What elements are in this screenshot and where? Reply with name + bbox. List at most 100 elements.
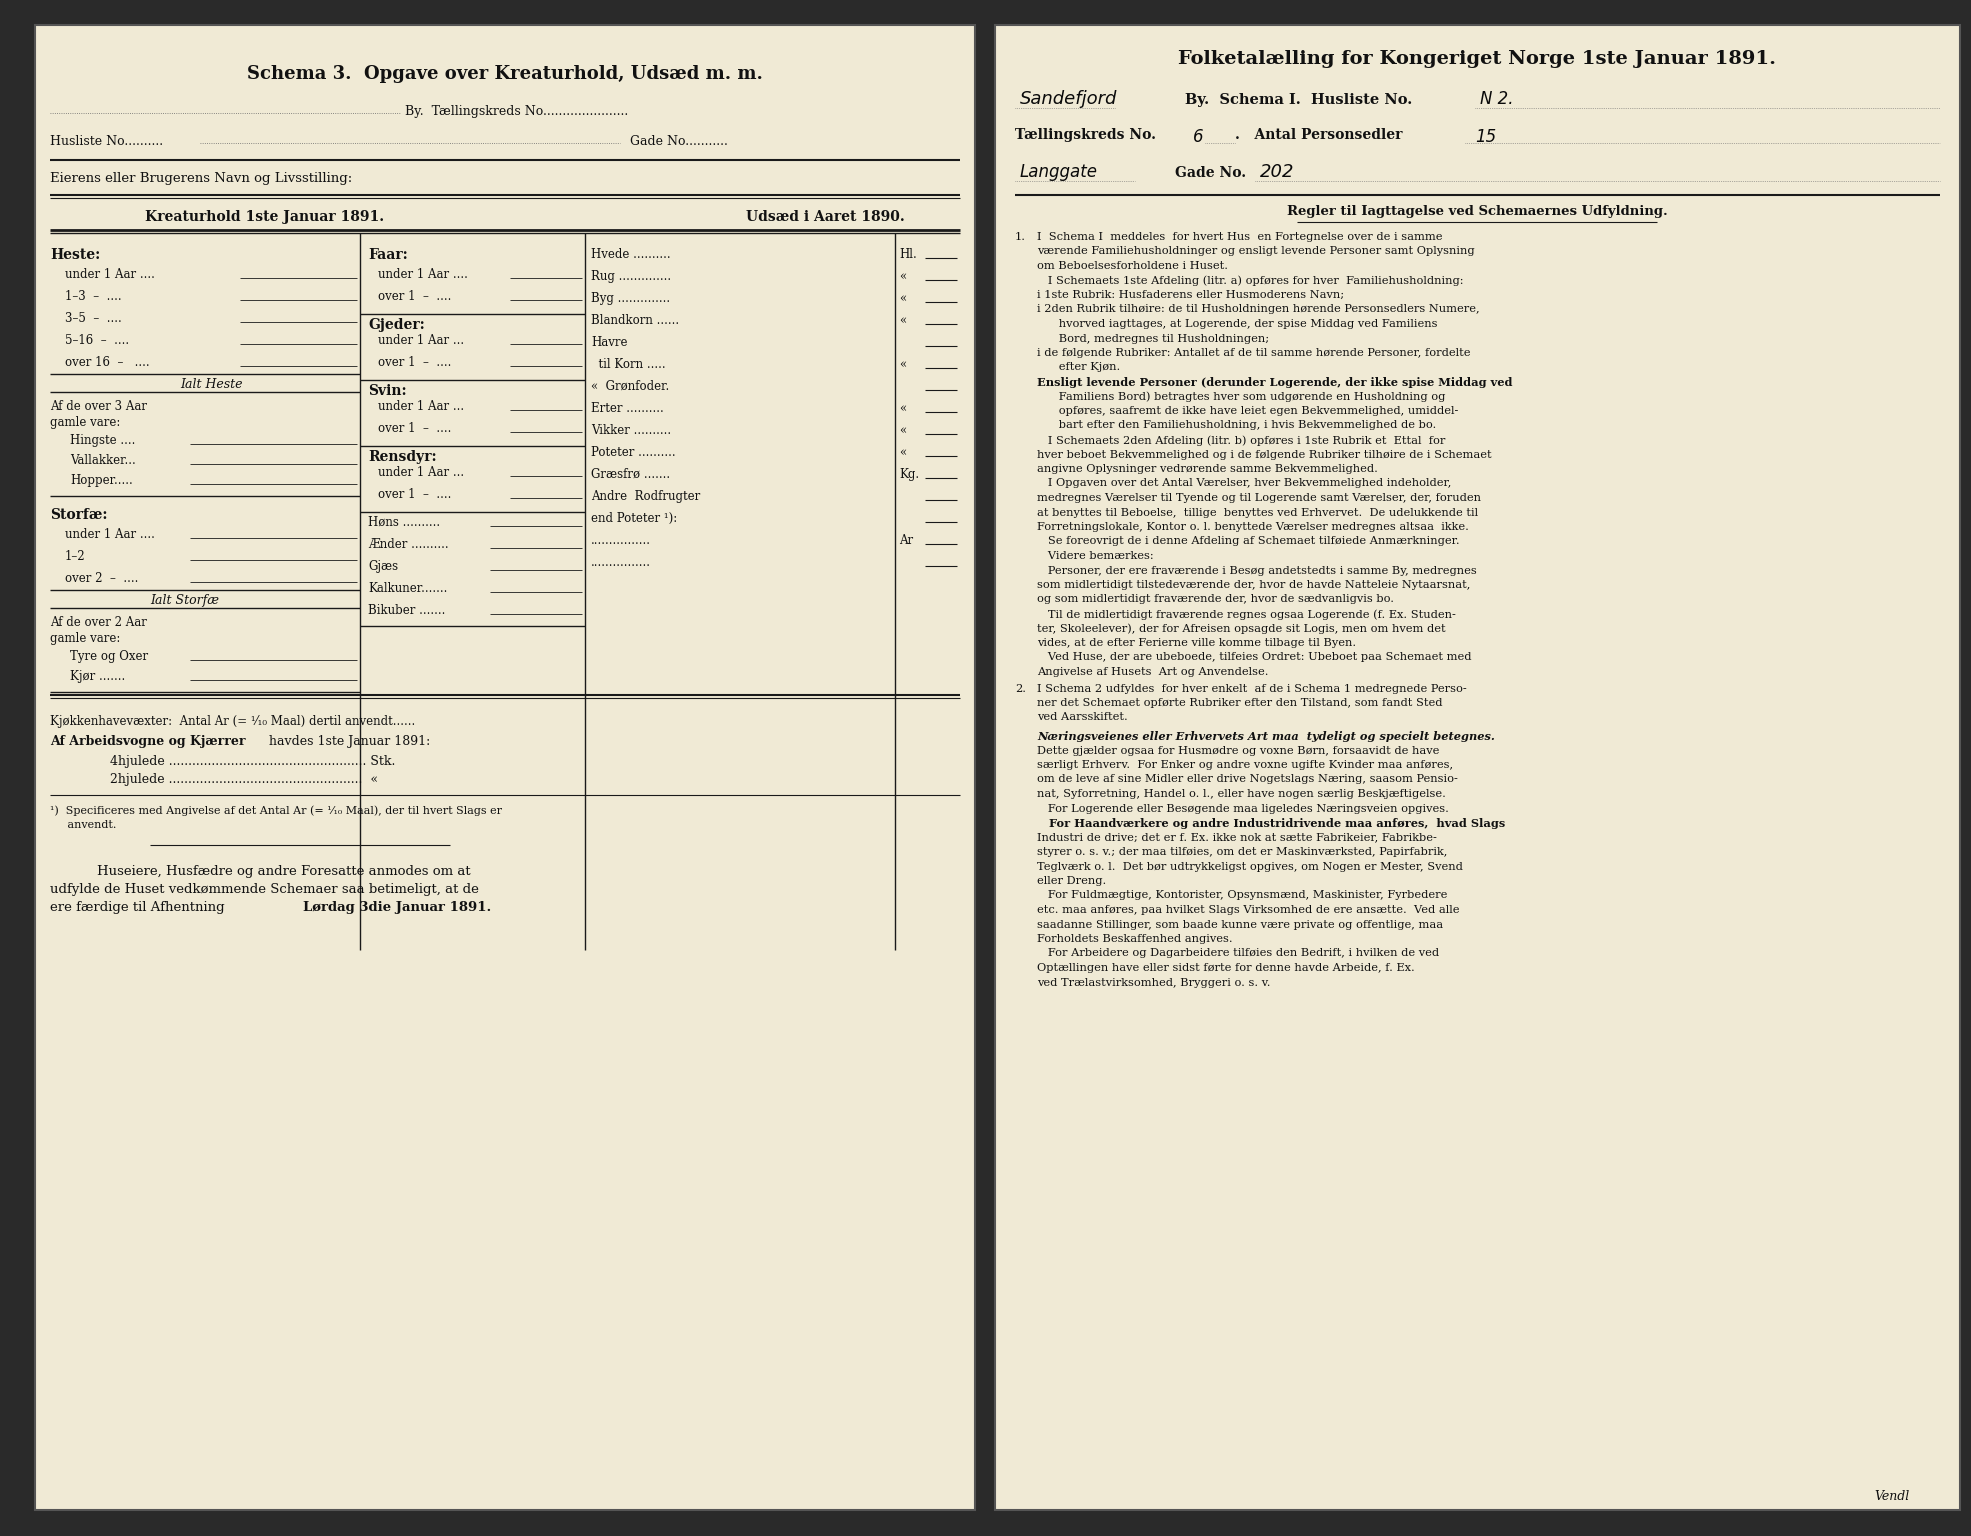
- Text: Teglværk o. l.  Det bør udtrykkeligst opgives, om Nogen er Mester, Svend: Teglværk o. l. Det bør udtrykkeligst opg…: [1037, 862, 1462, 871]
- Text: over 1  –  ....: over 1 – ....: [378, 356, 451, 369]
- Text: Udsæd i Aaret 1890.: Udsæd i Aaret 1890.: [745, 210, 905, 224]
- Text: Hvede ..........: Hvede ..........: [591, 247, 670, 261]
- Text: N 2.: N 2.: [1480, 91, 1514, 108]
- Text: Af Arbeidsvogne og Kjærrer: Af Arbeidsvogne og Kjærrer: [49, 736, 246, 748]
- Text: Ved Huse, der are ubeboede, tilfeies Ordret: Ubeboet paa Schemaet med: Ved Huse, der are ubeboede, tilfeies Ord…: [1037, 653, 1472, 662]
- Text: Andre  Rodfrugter: Andre Rodfrugter: [591, 490, 700, 502]
- Text: om de leve af sine Midler eller drive Nogetslags Næring, saasom Pensio-: om de leve af sine Midler eller drive No…: [1037, 774, 1459, 785]
- Text: Angivelse af Husets  Art og Anvendelse.: Angivelse af Husets Art og Anvendelse.: [1037, 667, 1269, 677]
- Text: under 1 Aar ...: under 1 Aar ...: [378, 333, 463, 347]
- Text: under 1 Aar ...: under 1 Aar ...: [378, 465, 463, 479]
- Text: Af de over 3 Aar: Af de over 3 Aar: [49, 399, 148, 413]
- Text: Rug ..............: Rug ..............: [591, 270, 670, 283]
- Text: Se foreovrigt de i denne Afdeling af Schemaet tilføiede Anmærkninger.: Se foreovrigt de i denne Afdeling af Sch…: [1037, 536, 1461, 547]
- Text: Erter ..........: Erter ..........: [591, 402, 664, 415]
- Text: i 2den Rubrik tilhøire: de til Husholdningen hørende Personsedlers Numere,: i 2den Rubrik tilhøire: de til Husholdni…: [1037, 304, 1480, 315]
- Text: ter, Skoleelever), der for Afreisen opsagde sit Logis, men om hvem det: ter, Skoleelever), der for Afreisen opsa…: [1037, 624, 1445, 634]
- Text: I Schemaets 2den Afdeling (litr. b) opføres i 1ste Rubrik et  Ettal  for: I Schemaets 2den Afdeling (litr. b) opfø…: [1037, 435, 1445, 445]
- Text: at benyttes til Beboelse,  tillige  benyttes ved Erhvervet.  De udelukkende til: at benyttes til Beboelse, tillige benytt…: [1037, 507, 1478, 518]
- Text: Næringsveienes eller Erhvervets Art maa  tydeligt og specielt betegnes.: Næringsveienes eller Erhvervets Art maa …: [1037, 731, 1494, 742]
- Text: Langgate: Langgate: [1021, 163, 1098, 181]
- Text: «: «: [899, 292, 907, 306]
- Text: Vendl: Vendl: [1874, 1490, 1910, 1504]
- Text: under 1 Aar ....: under 1 Aar ....: [65, 528, 156, 541]
- Text: eller Dreng.: eller Dreng.: [1037, 876, 1106, 886]
- Text: Gade No...........: Gade No...........: [631, 135, 727, 147]
- Text: angivne Oplysninger vedrørende samme Bekvemmelighed.: angivne Oplysninger vedrørende samme Bek…: [1037, 464, 1378, 475]
- Text: til Korn .....: til Korn .....: [591, 358, 666, 372]
- Text: over 16  –   ....: over 16 – ....: [65, 356, 150, 369]
- Text: ¹)  Specificeres med Angivelse af det Antal Ar (= ¹⁄₁₀ Maal), der til hvert Slag: ¹) Specificeres med Angivelse af det Ant…: [49, 805, 503, 816]
- Text: «: «: [899, 445, 907, 459]
- Text: under 1 Aar ....: under 1 Aar ....: [65, 267, 156, 281]
- Text: og som midlertidigt fraværende der, hvor de sædvanligvis bo.: og som midlertidigt fraværende der, hvor…: [1037, 594, 1393, 605]
- Text: Huseiere, Husfædre og andre Foresatte anmodes om at: Huseiere, Husfædre og andre Foresatte an…: [81, 865, 471, 879]
- Text: Schema 3.  Opgave over Kreaturhold, Udsæd m. m.: Schema 3. Opgave over Kreaturhold, Udsæd…: [246, 65, 763, 83]
- Text: «: «: [899, 313, 907, 327]
- Text: Gade No.: Gade No.: [1175, 166, 1246, 180]
- Text: Husliste No..........: Husliste No..........: [49, 135, 164, 147]
- Text: Familiens Bord) betragtes hver som udgørende en Husholdning og: Familiens Bord) betragtes hver som udgør…: [1037, 392, 1445, 402]
- Text: Kalkuner.......: Kalkuner.......: [369, 582, 447, 594]
- Text: ................: ................: [591, 556, 650, 568]
- Text: Lørdag 3die Januar 1891.: Lørdag 3die Januar 1891.: [304, 902, 491, 914]
- Text: Kg.: Kg.: [899, 468, 918, 481]
- Text: Vallakker...: Vallakker...: [71, 455, 136, 467]
- Text: Poteter ..........: Poteter ..........: [591, 445, 676, 459]
- Text: over 1  –  ....: over 1 – ....: [378, 488, 451, 501]
- Text: særligt Erhverv.  For Enker og andre voxne ugifte Kvinder maa anføres,: særligt Erhverv. For Enker og andre voxn…: [1037, 760, 1453, 770]
- Text: etc. maa anføres, paa hvilket Slags Virksomhed de ere ansætte.  Ved alle: etc. maa anføres, paa hvilket Slags Virk…: [1037, 905, 1459, 915]
- Text: «  Grønfoder.: « Grønfoder.: [591, 379, 670, 393]
- Text: Til de midlertidigt fraværende regnes ogsaa Logerende (f. Ex. Studen-: Til de midlertidigt fraværende regnes og…: [1037, 608, 1457, 619]
- Text: By.  Tællingskreds No......................: By. Tællingskreds No....................…: [404, 104, 629, 118]
- Text: 2hjulede ..................................................  «: 2hjulede ...............................…: [110, 773, 378, 786]
- Text: .   Antal Personsedler: . Antal Personsedler: [1236, 127, 1403, 141]
- Text: Byg ..............: Byg ..............: [591, 292, 670, 306]
- Text: 202: 202: [1259, 163, 1295, 181]
- Text: anvendt.: anvendt.: [49, 820, 116, 829]
- Text: Folketalælling for Kongeriget Norge 1ste Januar 1891.: Folketalælling for Kongeriget Norge 1ste…: [1179, 51, 1776, 68]
- Text: Ar: Ar: [899, 535, 913, 547]
- Text: i de følgende Rubriker: Antallet af de til samme hørende Personer, fordelte: i de følgende Rubriker: Antallet af de t…: [1037, 349, 1470, 358]
- Text: 6: 6: [1192, 127, 1204, 146]
- Text: som midlertidigt tilstedeværende der, hvor de havde Natteleie Nytaarsnat,: som midlertidigt tilstedeværende der, hv…: [1037, 581, 1470, 590]
- Bar: [995, 25, 1959, 1510]
- Text: Tællingskreds No.: Tællingskreds No.: [1015, 127, 1157, 141]
- Text: 3–5  –  ....: 3–5 – ....: [65, 312, 122, 326]
- Text: For Arbeidere og Dagarbeidere tilføies den Bedrift, i hvilken de ved: For Arbeidere og Dagarbeidere tilføies d…: [1037, 949, 1439, 958]
- Text: styrer o. s. v.; der maa tilføies, om det er Maskinværksted, Papirfabrik,: styrer o. s. v.; der maa tilføies, om de…: [1037, 846, 1447, 857]
- Text: 2.: 2.: [1015, 684, 1027, 693]
- Text: ved Aarsskiftet.: ved Aarsskiftet.: [1037, 713, 1127, 722]
- Text: Bord, medregnes til Husholdningen;: Bord, medregnes til Husholdningen;: [1037, 333, 1269, 344]
- Text: Industri de drive; det er f. Ex. ikke nok at sætte Fabrikeier, Fabrikbe-: Industri de drive; det er f. Ex. ikke no…: [1037, 833, 1437, 843]
- Text: Ialt Storfæ: Ialt Storfæ: [150, 594, 219, 607]
- Text: «: «: [899, 358, 907, 372]
- Text: værende Familiehusholdninger og ensligt levende Personer samt Oplysning: værende Familiehusholdninger og ensligt …: [1037, 246, 1474, 257]
- Text: Forretningslokale, Kontor o. l. benyttede Værelser medregnes altsaa  ikke.: Forretningslokale, Kontor o. l. benytted…: [1037, 522, 1468, 531]
- Text: I Opgaven over det Antal Værelser, hver Bekvemmelighed indeholder,: I Opgaven over det Antal Værelser, hver …: [1037, 479, 1451, 488]
- Text: 1–2: 1–2: [65, 550, 85, 564]
- Text: Af de over 2 Aar: Af de over 2 Aar: [49, 616, 148, 630]
- Text: I Schema 2 udfyldes  for hver enkelt  af de i Schema 1 medregnede Perso-: I Schema 2 udfyldes for hver enkelt af d…: [1037, 684, 1466, 693]
- Text: Videre bemærkes:: Videre bemærkes:: [1037, 551, 1153, 561]
- Text: For Haandværkere og andre Industridrivende maa anføres,  hvad Slags: For Haandværkere og andre Industridriven…: [1037, 819, 1506, 829]
- Text: ................: ................: [591, 535, 650, 547]
- Text: Ænder ..........: Ænder ..........: [369, 538, 449, 551]
- Text: medregnes Værelser til Tyende og til Logerende samt Værelser, der, foruden: medregnes Værelser til Tyende og til Log…: [1037, 493, 1480, 502]
- Text: udfylde de Huset vedkømmende Schemaer saa betimeligt, at de: udfylde de Huset vedkømmende Schemaer sa…: [49, 883, 479, 895]
- Text: For Fuldmægtige, Kontorister, Opsynsmænd, Maskinister, Fyrbedere: For Fuldmægtige, Kontorister, Opsynsmænd…: [1037, 891, 1447, 900]
- Text: under 1 Aar ....: under 1 Aar ....: [378, 267, 467, 281]
- Text: gamle vare:: gamle vare:: [49, 416, 120, 429]
- Text: Faar:: Faar:: [369, 247, 408, 263]
- Text: «: «: [899, 270, 907, 283]
- Text: Ialt Heste: Ialt Heste: [179, 378, 242, 392]
- Text: Storfæ:: Storfæ:: [49, 508, 108, 522]
- Bar: [35, 25, 976, 1510]
- Text: opføres, saafremt de ikke have leiet egen Bekvemmelighed, umiddel-: opføres, saafremt de ikke have leiet ege…: [1037, 406, 1459, 416]
- Text: Optællingen have eller sidst førte for denne havde Arbeide, f. Ex.: Optællingen have eller sidst førte for d…: [1037, 963, 1415, 972]
- Text: over 1  –  ....: over 1 – ....: [378, 422, 451, 435]
- Text: 1–3  –  ....: 1–3 – ....: [65, 290, 122, 303]
- Text: Kjør .......: Kjør .......: [71, 670, 126, 684]
- Text: Forholdets Beskaffenhed angives.: Forholdets Beskaffenhed angives.: [1037, 934, 1232, 945]
- Text: over 1  –  ....: over 1 – ....: [378, 290, 451, 303]
